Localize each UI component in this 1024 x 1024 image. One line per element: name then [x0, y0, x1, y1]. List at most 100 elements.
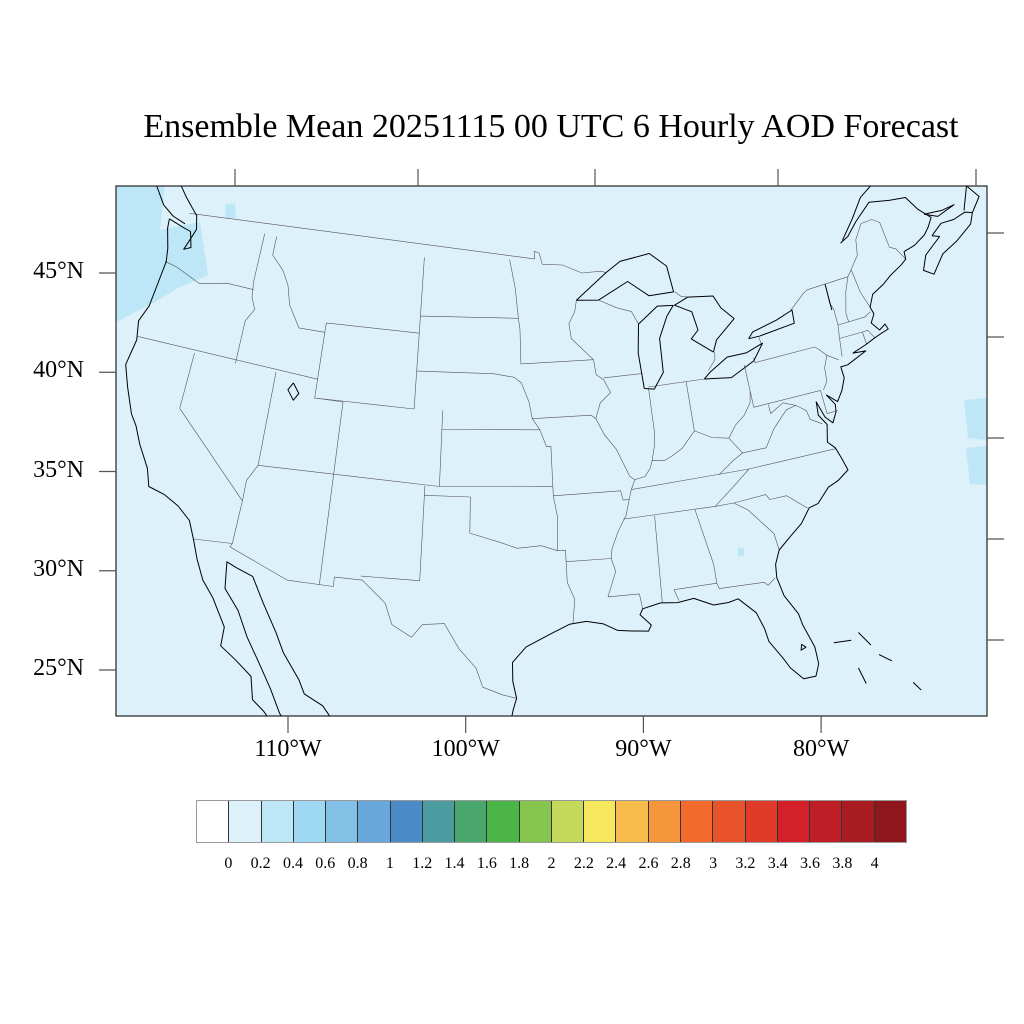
colorbar-swatch: [842, 801, 875, 842]
boundary-line: [193, 538, 517, 699]
colorbar-label: 2.4: [606, 855, 627, 872]
boundary-line: [753, 390, 821, 408]
boundary-line: [714, 468, 750, 507]
boundary-line: [137, 336, 318, 380]
colorbar-label: 2.8: [670, 855, 691, 872]
colorbar-label: 0.2: [250, 855, 271, 872]
boundary-line: [439, 429, 443, 487]
colorbar-swatch: [487, 801, 520, 842]
colorbar-swatch: [616, 801, 649, 842]
map-frame: [115, 185, 988, 717]
colorbar-label: 0.6: [315, 855, 336, 872]
coastline: [858, 632, 872, 646]
colorbar-swatch: [519, 801, 552, 842]
boundary-line: [790, 219, 906, 311]
colorbar-swatch: [648, 801, 681, 842]
colorbar-swatch: [874, 801, 906, 842]
boundary-line: [758, 337, 762, 344]
coastline: [703, 342, 763, 380]
coastline: [824, 284, 833, 311]
boundary-line: [532, 414, 596, 419]
lat-label: 40°N: [33, 357, 84, 384]
boundary-line: [654, 515, 663, 603]
map-outlines: [125, 186, 980, 716]
boundary-line: [360, 485, 426, 582]
colorbar-swatch: [713, 801, 746, 842]
boundary-line: [744, 364, 755, 408]
boundary-line: [694, 509, 718, 584]
colorbar-swatch: [810, 801, 843, 842]
colorbar-swatch: [422, 801, 456, 842]
boundary-line: [565, 561, 576, 625]
boundary-line: [509, 259, 594, 365]
boundary-line: [685, 382, 695, 431]
map-title: Ensemble Mean 20251115 00 UTC 6 Hourly A…: [143, 108, 959, 145]
boundary-line: [416, 370, 522, 384]
boundary-line: [648, 387, 655, 461]
lat-label: 45°N: [33, 258, 84, 284]
boundary-line: [235, 233, 265, 364]
colorbar-label: 2: [547, 855, 556, 872]
boundary-line: [189, 213, 607, 274]
colorbar-label: 2.6: [638, 855, 659, 872]
boundary-line: [862, 331, 867, 345]
colorbar-swatch: [745, 801, 778, 842]
boundary-line: [850, 269, 871, 308]
colorbar-swatch: [390, 801, 423, 842]
coastline: [857, 667, 867, 684]
boundary-line: [708, 351, 716, 371]
colorbar-label: 0.4: [282, 855, 303, 872]
boundary-line: [845, 276, 850, 323]
coastline: [833, 639, 852, 644]
lat-label: 25°N: [33, 655, 84, 681]
lon-label: 80°W: [792, 736, 850, 762]
boundary-line: [314, 397, 344, 585]
colorbar-label: 1.6: [476, 855, 497, 872]
coastline: [576, 253, 675, 301]
boundary-line: [648, 378, 705, 388]
colorbar-swatch: [455, 801, 488, 842]
boundary-line: [420, 315, 519, 319]
boundary-line: [753, 346, 828, 391]
coastline: [637, 304, 674, 390]
boundary-line: [598, 299, 639, 325]
aod-patch: [964, 398, 987, 440]
boundary-line: [424, 495, 558, 551]
aod-patch: [116, 186, 208, 322]
colorbar-label: 2.2: [573, 855, 594, 872]
coastline: [923, 204, 955, 217]
lat-label: 35°N: [33, 456, 84, 483]
coastline: [287, 382, 300, 401]
boundary-line: [826, 355, 839, 360]
lon-label: 110°W: [254, 736, 322, 762]
colorbar-label: 0: [224, 855, 233, 872]
boundary-line: [820, 390, 838, 414]
colorbar-label: 1.4: [444, 855, 465, 872]
lon-label: 100°W: [431, 736, 500, 762]
coastline: [511, 197, 932, 716]
boundary-line: [413, 257, 425, 410]
colorbar-swatch: [777, 801, 811, 842]
colorbar-swatch: [326, 801, 359, 842]
coastline: [963, 186, 980, 213]
boundary-line: [553, 490, 630, 501]
colorbar: [196, 800, 907, 843]
coastline: [125, 218, 331, 716]
colorbar-swatch: [293, 801, 327, 842]
boundary-line: [718, 437, 743, 476]
boundary-line: [733, 502, 780, 551]
colorbar-label: 3.8: [832, 855, 853, 872]
map-background: [116, 186, 987, 716]
colorbar-swatch: [229, 801, 262, 842]
boundary-line: [837, 311, 871, 326]
colorbar-label: 3: [709, 855, 718, 872]
boundary-line: [179, 353, 243, 502]
coastline: [156, 186, 186, 225]
aod-patch: [966, 446, 987, 485]
boundary-line: [272, 236, 327, 333]
lat-label: 30°N: [33, 555, 84, 582]
colorbar-label: 1: [385, 855, 394, 872]
boundary-line: [634, 391, 751, 480]
colorbar-label: 3.4: [767, 855, 788, 872]
aod-shading: [116, 186, 987, 556]
